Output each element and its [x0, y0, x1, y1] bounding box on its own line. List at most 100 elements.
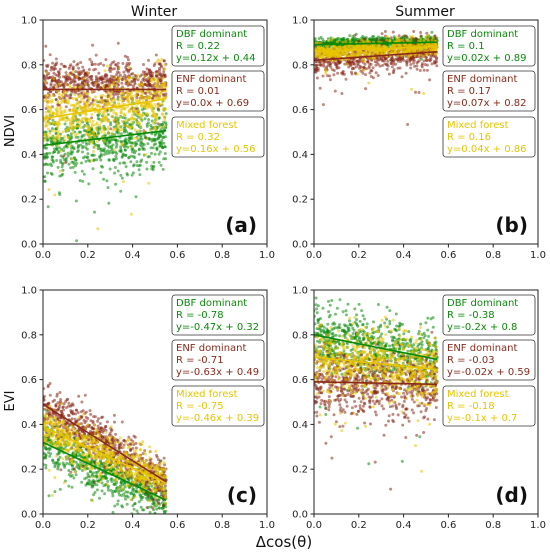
point — [163, 63, 167, 67]
stats-line: Mixed forest — [447, 120, 509, 131]
point — [328, 78, 332, 82]
point — [363, 59, 366, 63]
point — [134, 195, 138, 199]
point — [58, 146, 61, 150]
point — [43, 139, 46, 142]
point — [85, 121, 89, 125]
y-tick-label: 0.8 — [292, 60, 308, 71]
point — [361, 57, 365, 61]
point — [94, 81, 98, 85]
point — [125, 61, 129, 65]
point — [424, 58, 428, 62]
point — [335, 66, 339, 70]
point — [385, 67, 389, 71]
point — [353, 33, 357, 37]
point — [58, 118, 62, 122]
point — [91, 98, 95, 102]
point — [59, 138, 63, 142]
point — [122, 130, 126, 134]
point — [61, 168, 65, 172]
point — [322, 53, 326, 57]
point — [82, 68, 86, 72]
point — [131, 106, 134, 109]
point — [148, 128, 152, 132]
point — [131, 113, 135, 117]
col-title-winter: Winter — [131, 4, 177, 20]
point — [100, 126, 104, 130]
point — [92, 133, 96, 137]
point — [60, 80, 63, 84]
point — [46, 101, 50, 105]
point — [99, 158, 103, 162]
point — [151, 263, 154, 266]
point — [65, 128, 69, 131]
point — [114, 117, 117, 121]
point — [117, 66, 121, 70]
point — [134, 149, 137, 153]
point — [385, 48, 389, 52]
point — [110, 114, 114, 118]
point — [43, 84, 46, 88]
point — [107, 158, 111, 162]
point — [93, 102, 96, 106]
point — [106, 488, 110, 492]
point — [44, 107, 48, 110]
point — [316, 68, 320, 72]
point — [392, 62, 396, 66]
point — [111, 83, 115, 87]
point — [57, 191, 61, 195]
point — [135, 509, 139, 513]
point — [63, 138, 67, 142]
point — [409, 56, 413, 60]
point — [71, 70, 75, 74]
point — [63, 75, 67, 79]
point — [73, 156, 77, 160]
point — [145, 79, 149, 83]
point — [115, 73, 119, 76]
x-tick-label: 0.0 — [35, 250, 51, 261]
point — [122, 161, 125, 165]
point — [375, 60, 379, 64]
point — [72, 476, 76, 480]
point — [133, 74, 137, 77]
point — [94, 99, 98, 102]
point — [314, 54, 318, 58]
point — [129, 212, 133, 216]
point — [435, 57, 438, 61]
point — [123, 482, 126, 486]
point — [161, 76, 165, 80]
point — [376, 35, 380, 39]
point — [385, 35, 389, 39]
point — [97, 111, 101, 115]
point — [109, 127, 113, 131]
point — [50, 172, 54, 176]
point — [151, 146, 155, 150]
point — [336, 45, 340, 49]
point — [381, 64, 384, 67]
x-tick-label: 0.6 — [169, 250, 185, 261]
point — [92, 68, 96, 72]
point — [160, 57, 164, 61]
point — [378, 64, 382, 68]
point — [130, 101, 134, 104]
point — [133, 128, 137, 132]
point — [406, 123, 410, 126]
point — [52, 138, 56, 141]
point — [64, 161, 67, 165]
y-tick-label: 1.0 — [292, 16, 308, 27]
point — [154, 95, 158, 99]
point — [68, 93, 72, 97]
y-tick-label: 0.6 — [292, 105, 308, 116]
point — [119, 150, 123, 153]
point — [145, 67, 149, 71]
point — [50, 98, 54, 102]
point — [155, 118, 159, 122]
point — [132, 507, 136, 511]
point — [103, 526, 106, 529]
point — [93, 491, 97, 494]
point — [153, 152, 157, 156]
point — [119, 140, 123, 143]
point — [81, 469, 84, 472]
point — [89, 470, 93, 474]
point — [75, 239, 79, 243]
